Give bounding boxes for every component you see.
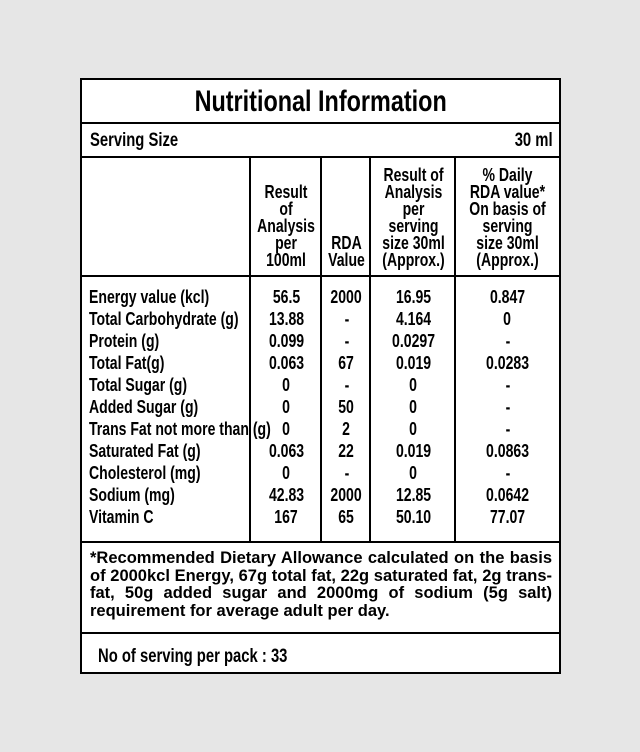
column-divider: [249, 158, 251, 541]
nutrient-name: Total Carbohydrate (g): [89, 309, 239, 329]
nutrient-value: 0: [282, 397, 291, 417]
table-row: Protein (g) 0.099 - 0.0297 -: [82, 330, 559, 352]
nutrient-value: 0.063: [268, 353, 305, 373]
nutrient-value: 2000: [330, 485, 363, 505]
nutrient-value: 0: [282, 419, 291, 439]
nutrient-value: 0: [409, 463, 418, 483]
nutrient-name: Trans Fat not more than (g): [89, 419, 271, 439]
nutrient-value: 56.5: [272, 287, 301, 307]
nutrient-value: 42.83: [268, 485, 305, 505]
table-row: Saturated Fat (g) 0.063 22 0.019 0.0863: [82, 440, 559, 462]
nutrient-name: Vitamin C: [89, 507, 154, 527]
servings-per-pack: No of serving per pack : 33: [98, 646, 288, 667]
nutrient-value: 12.85: [395, 485, 432, 505]
nutrient-name: Energy value (kcl): [89, 287, 210, 307]
footnote-text: *Recommended Dietary Allowance calculate…: [90, 549, 552, 620]
nutrient-value: -: [505, 331, 510, 351]
nutrient-value: 13.88: [268, 309, 305, 329]
nutrition-table: Energy value (kcl) 56.5 2000 16.95 0.847 Tota…: [82, 158, 559, 543]
table-row: Energy value (kcl) 56.5 2000 16.95 0.847: [82, 286, 559, 308]
table-row: Sodium (mg) 42.83 2000 12.85 0.0642: [82, 484, 559, 506]
nutrient-name: Protein (g): [89, 331, 160, 351]
table-row: Added Sugar (g) 0 50 0 -: [82, 396, 559, 418]
nutrient-value: -: [505, 397, 510, 417]
nutrient-value: 65: [338, 507, 355, 527]
nutrient-value: -: [344, 463, 349, 483]
column-header: Result of Analysis per serving size 30ml…: [382, 165, 445, 270]
nutrient-value: 0.019: [395, 441, 432, 461]
nutrient-value: 77.07: [489, 507, 526, 527]
nutrient-value: 0: [282, 463, 291, 483]
nutrient-value: 0.019: [395, 353, 432, 373]
footnote: *Recommended Dietary Allowance calculate…: [82, 543, 559, 634]
nutrient-name: Saturated Fat (g): [89, 441, 201, 461]
table-row: Vitamin C 167 65 50.10 77.07: [82, 506, 559, 528]
column-header: Result of Analysis per 100ml: [257, 182, 316, 270]
nutrient-value: 67: [338, 353, 355, 373]
nutrient-value: 2000: [330, 287, 363, 307]
nutrient-value: 0.0642: [486, 485, 529, 505]
label-title: Nutritional Information: [194, 85, 447, 118]
column-divider: [369, 158, 371, 541]
table-row: Total Fat(g) 0.063 67 0.019 0.0283: [82, 352, 559, 374]
nutrient-value: 0.099: [268, 331, 305, 351]
table-row: Total Carbohydrate (g) 13.88 - 4.164 0: [82, 308, 559, 330]
nutrient-name: Total Sugar (g): [89, 375, 188, 395]
serving-size-row: Serving Size 30 ml: [82, 124, 559, 158]
nutrient-value: 0.0283: [486, 353, 529, 373]
title-row: Nutritional Information: [82, 80, 559, 124]
column-header: % Daily RDA value* On basis of serving s…: [469, 165, 546, 270]
nutrient-name: Total Fat(g): [89, 353, 165, 373]
nutrition-label: Nutritional Information Serving Size 30 …: [80, 78, 561, 674]
table-row: Cholesterol (mg) 0 - 0 -: [82, 462, 559, 484]
nutrient-value: -: [505, 419, 510, 439]
nutrient-value: 16.95: [395, 287, 432, 307]
nutrient-name: Sodium (mg): [89, 485, 175, 505]
nutrient-value: 0: [409, 419, 418, 439]
column-header: [82, 158, 251, 275]
nutrient-value: -: [344, 309, 349, 329]
nutrient-name: Added Sugar (g): [89, 397, 199, 417]
nutrient-value: 22: [338, 441, 355, 461]
nutrient-value: -: [344, 331, 349, 351]
nutrient-value: 0: [282, 375, 291, 395]
column-divider: [320, 158, 322, 541]
column-divider: [454, 158, 456, 541]
nutrient-value: 50: [338, 397, 355, 417]
nutrient-value: 2: [342, 419, 351, 439]
table-row: Total Sugar (g) 0 - 0 -: [82, 374, 559, 396]
nutrient-value: 0.063: [268, 441, 305, 461]
serving-size-label: Serving Size: [90, 130, 179, 151]
nutrient-value: 0.847: [489, 287, 526, 307]
nutrient-value: 0: [409, 397, 418, 417]
nutrient-value: 0.0297: [392, 331, 435, 351]
nutrient-value: -: [505, 375, 510, 395]
nutrient-value: -: [505, 463, 510, 483]
nutrient-name: Cholesterol (mg): [89, 463, 201, 483]
column-header: RDA Value: [328, 233, 365, 270]
nutrient-value: 0: [409, 375, 418, 395]
nutrient-value: 4.164: [395, 309, 432, 329]
nutrient-value: 0.0863: [486, 441, 529, 461]
nutrient-value: 50.10: [395, 507, 432, 527]
serving-size-value: 30 ml: [515, 130, 553, 151]
nutrient-value: -: [344, 375, 349, 395]
table-body: Energy value (kcl) 56.5 2000 16.95 0.847 Tota…: [82, 286, 559, 528]
nutrient-value: 0: [503, 309, 512, 329]
table-row: Trans Fat not more than (g) 0 2 0 -: [82, 418, 559, 440]
nutrient-value: 167: [274, 507, 299, 527]
